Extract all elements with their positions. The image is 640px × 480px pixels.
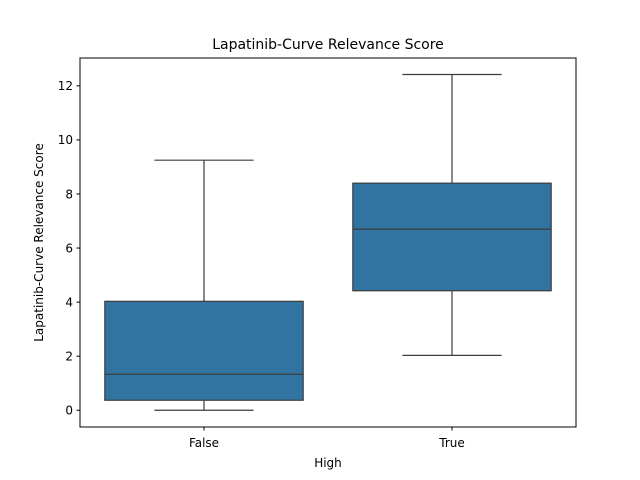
y-tick-label: 12 xyxy=(58,79,73,93)
iqr-box xyxy=(104,300,304,401)
plot-frame xyxy=(79,57,577,428)
box-true xyxy=(352,73,552,356)
y-tick-label: 10 xyxy=(58,133,73,147)
y-tick-label: 4 xyxy=(65,295,73,309)
y-tick-label: 2 xyxy=(65,349,73,363)
y-axis-label: Lapatinib-Curve Relevance Score xyxy=(32,143,46,342)
y-tick-label: 0 xyxy=(65,404,73,418)
x-axis-label: High xyxy=(314,456,342,470)
y-tick-label: 8 xyxy=(65,187,73,201)
x-tick-label: False xyxy=(189,436,219,450)
iqr-box xyxy=(352,182,552,292)
box-false xyxy=(104,159,304,411)
boxes-layer xyxy=(104,73,552,411)
y-axis: 0 2 4 6 8 10 12 xyxy=(58,79,80,418)
y-tick-label: 6 xyxy=(65,241,73,255)
x-axis: False True xyxy=(189,427,465,450)
x-tick-label: True xyxy=(438,436,465,450)
chart-title: Lapatinib-Curve Relevance Score xyxy=(212,37,444,53)
